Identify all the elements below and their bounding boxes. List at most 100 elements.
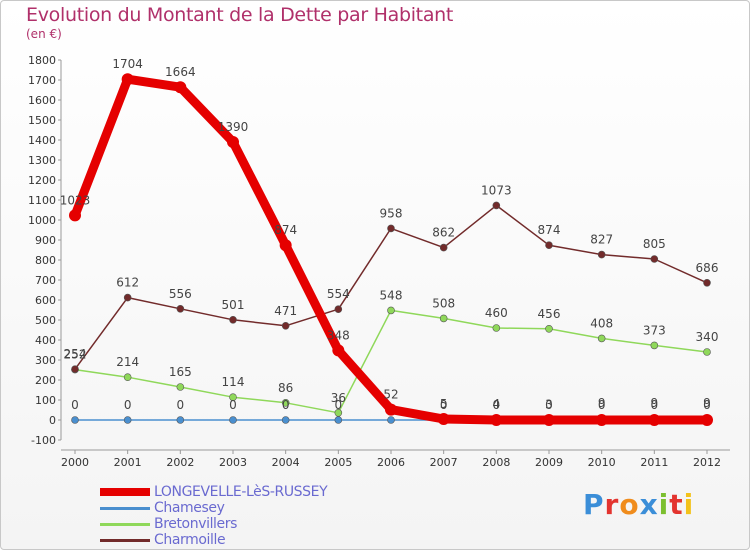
data-label-bretonvillers: 456 [538, 307, 561, 321]
y-tick-label: 1000 [28, 214, 56, 227]
data-label-longevelle-l-s-russey: 1704 [112, 57, 143, 71]
data-label-charmoille: 254 [64, 347, 87, 361]
x-tick-label: 2009 [535, 456, 563, 469]
data-point-chamesey [176, 416, 185, 424]
data-label-chamesey: 9 [651, 396, 659, 410]
data-point-charmoille [597, 250, 606, 259]
logo-letter: o [619, 488, 640, 521]
x-tick-label: 2003 [219, 456, 247, 469]
logo-letter: P [583, 488, 605, 521]
data-label-chamesey: 0 [177, 398, 185, 412]
data-point-longevelle-l-s-russey [490, 414, 503, 426]
y-tick-label: 0 [49, 414, 56, 427]
data-label-longevelle-l-s-russey: 1390 [218, 120, 249, 134]
legend-swatch-bretonvillers [100, 523, 150, 526]
data-point-charmoille [439, 243, 448, 252]
proxiti-logo: Proxiti [583, 488, 694, 521]
data-label-longevelle-l-s-russey: 0 [493, 398, 501, 412]
data-point-charmoille [281, 321, 290, 330]
data-label-bretonvillers: 114 [222, 375, 245, 389]
x-tick-label: 2000 [61, 456, 89, 469]
y-tick-label: 300 [35, 354, 56, 367]
data-point-longevelle-l-s-russey [437, 413, 450, 425]
data-label-bretonvillers: 408 [590, 316, 613, 330]
data-label-bretonvillers: 340 [696, 330, 719, 344]
data-label-charmoille: 958 [380, 206, 403, 220]
data-point-charmoille [492, 201, 501, 210]
data-point-charmoille [176, 304, 185, 313]
data-label-charmoille: 471 [274, 304, 297, 318]
data-point-charmoille [123, 293, 132, 302]
data-label-charmoille: 874 [538, 223, 561, 237]
data-point-bretonvillers [703, 348, 711, 356]
legend-swatch-charmoille [100, 539, 150, 542]
data-point-bretonvillers [545, 324, 553, 333]
y-tick-label: 200 [35, 374, 56, 387]
legend-swatch-chamesey [100, 507, 150, 510]
data-point-bretonvillers [229, 393, 237, 402]
x-tick-label: 2004 [272, 456, 300, 469]
data-point-longevelle-l-s-russey [121, 73, 134, 86]
data-point-charmoille [387, 224, 395, 233]
x-tick-label: 2008 [482, 456, 510, 469]
data-point-chamesey [334, 416, 343, 424]
data-point-bretonvillers [281, 398, 290, 407]
data-label-longevelle-l-s-russey: 348 [327, 328, 350, 342]
data-point-bretonvillers [334, 408, 343, 417]
data-point-charmoille [71, 365, 79, 374]
data-label-chamesey: 3 [545, 397, 553, 411]
y-tick-label: 800 [35, 254, 56, 267]
y-tick-label: 1100 [28, 194, 56, 207]
data-point-bretonvillers [439, 314, 448, 323]
y-tick-label: 1800 [28, 54, 56, 67]
data-label-charmoille: 827 [590, 233, 613, 247]
y-tick-label: 1200 [28, 174, 56, 187]
chart-series [69, 73, 713, 426]
y-tick-label: 400 [35, 334, 56, 347]
data-label-bretonvillers: 460 [485, 306, 508, 320]
data-label-chamesey: 9 [598, 396, 606, 410]
data-label-charmoille: 862 [432, 226, 455, 240]
data-label-bretonvillers: 373 [643, 323, 666, 337]
data-label-longevelle-l-s-russey: 0 [703, 398, 711, 412]
legend-label-chamesey: Chamesey [154, 500, 225, 516]
data-point-chamesey [281, 416, 290, 424]
data-point-longevelle-l-s-russey [227, 136, 239, 148]
data-label-chamesey: 0 [71, 398, 79, 412]
x-tick-label: 2012 [693, 456, 721, 469]
logo-letter: x [639, 488, 659, 521]
x-tick-label: 2010 [588, 456, 616, 469]
y-tick-label: 100 [35, 394, 56, 407]
data-point-longevelle-l-s-russey [279, 239, 292, 252]
data-label-chamesey: 0 [124, 398, 132, 412]
chart-subtitle: (en €) [26, 27, 62, 41]
data-label-chamesey: 4 [493, 397, 501, 411]
y-tick-label: 600 [35, 294, 56, 307]
data-point-longevelle-l-s-russey [648, 414, 661, 426]
x-tick-label: 2006 [377, 456, 405, 469]
data-point-charmoille [545, 241, 553, 249]
y-tick-label: 1600 [28, 94, 56, 107]
data-label-longevelle-l-s-russey: 1023 [60, 193, 91, 207]
logo-letter: i [683, 488, 695, 521]
x-tick-label: 2002 [166, 456, 194, 469]
data-label-bretonvillers: 548 [380, 288, 403, 302]
data-point-charmoille [703, 278, 711, 287]
data-label-charmoille: 686 [696, 261, 719, 275]
data-label-charmoille: 554 [327, 287, 350, 301]
y-tick-label: 500 [35, 314, 56, 327]
data-point-bretonvillers [123, 373, 132, 382]
data-label-charmoille: 612 [116, 276, 139, 290]
data-label-longevelle-l-s-russey: 1664 [165, 65, 196, 79]
data-label-longevelle-l-s-russey: 5 [440, 397, 448, 411]
y-tick-label: 1500 [28, 114, 56, 127]
data-point-chamesey [229, 416, 237, 424]
data-point-bretonvillers [176, 383, 185, 391]
logo-letter: r [604, 488, 620, 521]
data-point-charmoille [334, 305, 343, 314]
data-point-longevelle-l-s-russey [701, 414, 713, 426]
data-label-longevelle-l-s-russey: 0 [598, 398, 606, 412]
y-tick-label: 1400 [28, 134, 56, 147]
data-point-bretonvillers [650, 341, 659, 350]
